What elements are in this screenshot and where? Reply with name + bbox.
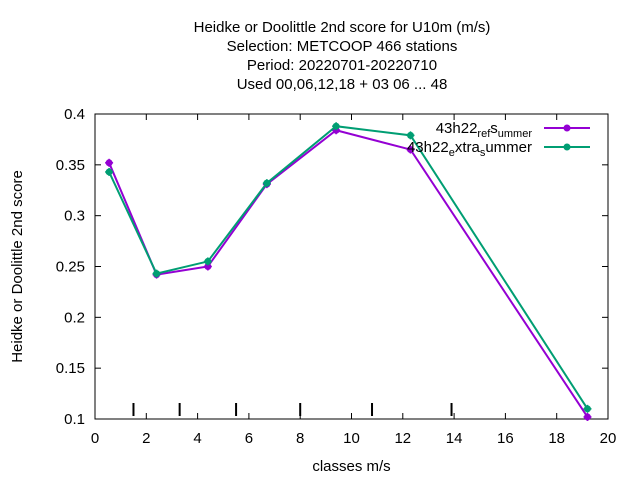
title-line: Period: 20220701-20220710 — [247, 57, 437, 74]
x-tick-label: 20 — [600, 430, 617, 447]
x-tick-label: 8 — [296, 430, 304, 447]
x-tick-label: 0 — [91, 430, 99, 447]
y-tick-label: 0.2 — [64, 309, 85, 326]
x-tick-label: 6 — [245, 430, 253, 447]
x-tick-label: 14 — [446, 430, 463, 447]
y-axis-label: Heidke or Doolittle 2nd score — [9, 170, 26, 363]
chart-title: Heidke or Doolittle 2nd score for U10m (… — [194, 19, 491, 93]
title-line: Selection: METCOOP 466 stations — [227, 38, 458, 55]
x-axis-ticks: 0 2 4 6 8 10 12 14 16 18 20 — [91, 114, 617, 447]
legend-label: 43h22refsummer — [436, 120, 533, 140]
legend-label: 43h22extrasummer — [407, 139, 532, 159]
y-tick-label: 0.15 — [56, 360, 85, 377]
title-line: Used 00,06,12,18 + 03 06 ... 48 — [237, 76, 448, 93]
legend-marker — [563, 143, 571, 151]
y-axis-ticks: 0.1 0.15 0.2 0.25 0.3 0.35 0.4 — [56, 106, 608, 428]
y-tick-label: 0.1 — [64, 411, 85, 428]
y-tick-label: 0.35 — [56, 157, 85, 174]
x-tick-label: 10 — [343, 430, 360, 447]
plot-frame — [94, 113, 609, 420]
class-boundary-markers — [132, 403, 453, 416]
x-tick-label: 12 — [394, 430, 411, 447]
series-line — [108, 129, 589, 418]
x-tick-label: 18 — [548, 430, 565, 447]
x-axis-label: classes m/s — [312, 458, 390, 475]
y-tick-label: 0.25 — [56, 259, 85, 276]
title-line: Heidke or Doolittle 2nd score for U10m (… — [194, 19, 491, 36]
y-tick-label: 0.4 — [64, 106, 85, 123]
legend-marker — [563, 124, 571, 132]
x-tick-label: 16 — [497, 430, 514, 447]
x-tick-label: 4 — [193, 430, 201, 447]
series-0 — [105, 126, 592, 421]
plot-border — [94, 113, 609, 420]
y-tick-label: 0.3 — [64, 208, 85, 225]
series-group — [105, 122, 592, 421]
x-tick-label: 2 — [142, 430, 150, 447]
series-line — [108, 125, 589, 410]
series-1 — [105, 122, 592, 413]
